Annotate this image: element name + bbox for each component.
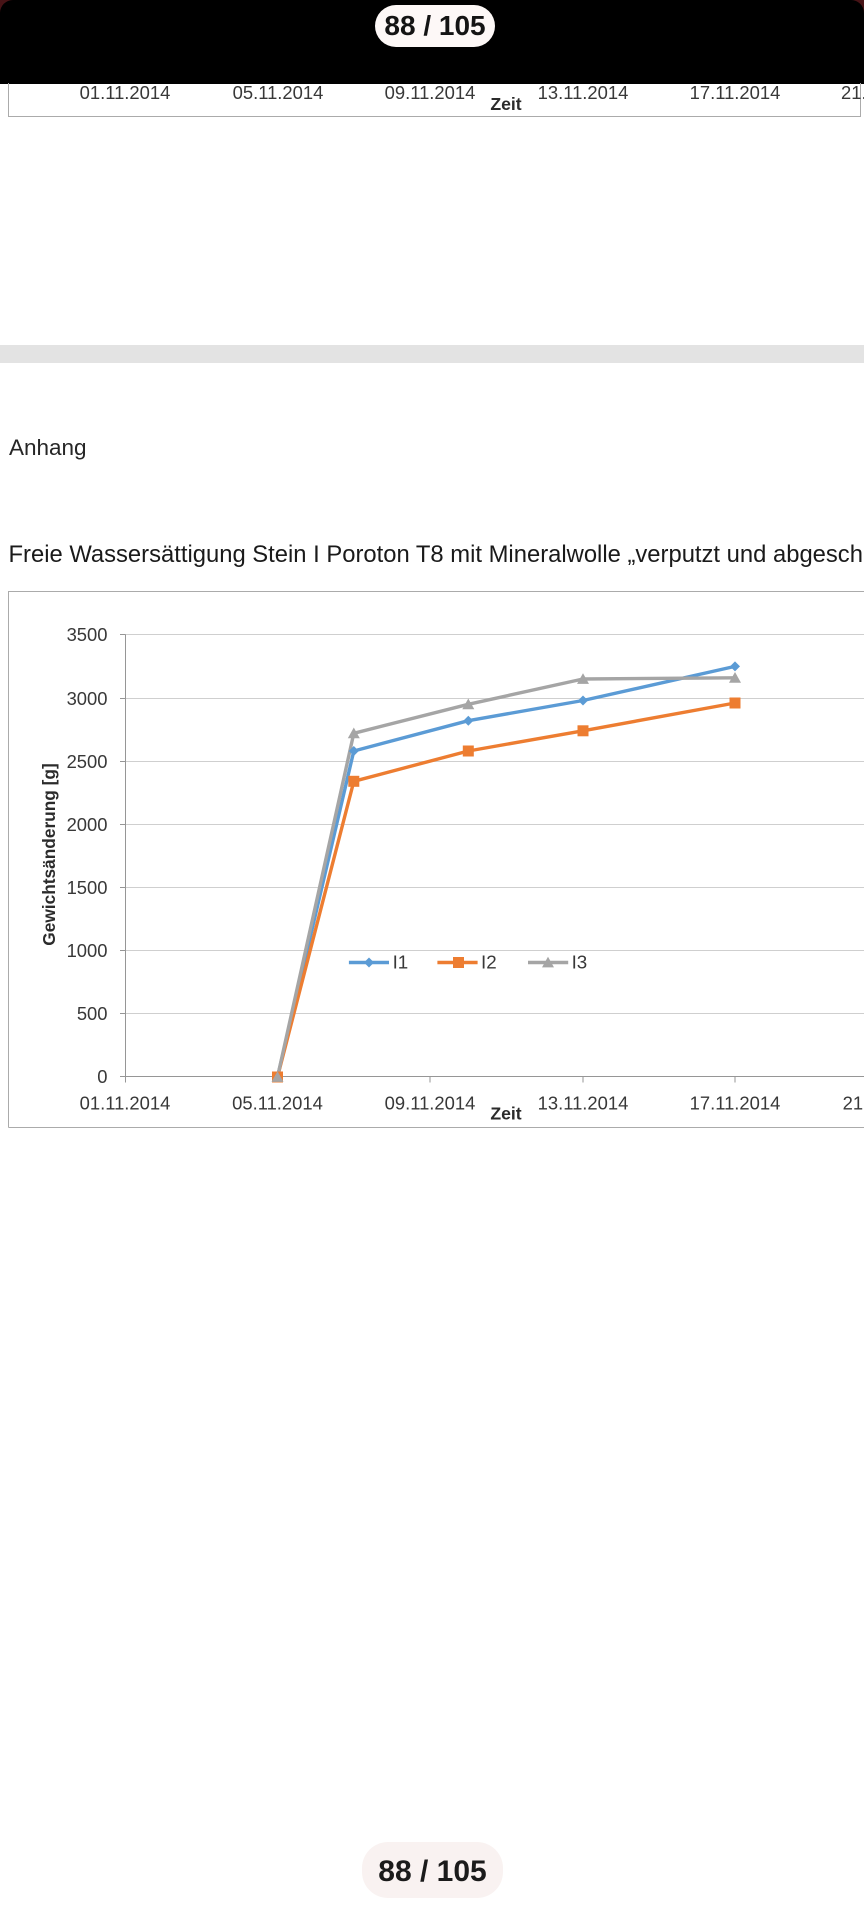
svg-text:21.11.2014: 21.11.2014 <box>843 1093 864 1114</box>
svg-text:3500: 3500 <box>67 624 108 645</box>
svg-text:1500: 1500 <box>67 877 108 898</box>
svg-text:1000: 1000 <box>67 940 108 961</box>
svg-text:3000: 3000 <box>67 688 108 709</box>
svg-text:2500: 2500 <box>67 751 108 772</box>
svg-text:09.11.2014: 09.11.2014 <box>385 1093 476 1114</box>
svg-text:500: 500 <box>77 1003 108 1024</box>
svg-text:I3: I3 <box>572 952 588 973</box>
svg-text:13.11.2014: 13.11.2014 <box>538 1093 629 1114</box>
svg-text:2000: 2000 <box>67 814 108 835</box>
svg-text:I1: I1 <box>393 952 409 973</box>
svg-text:01.11.2014: 01.11.2014 <box>80 1093 171 1114</box>
svg-text:Gewichtsänderung [g]: Gewichtsänderung [g] <box>39 763 59 945</box>
svg-text:0: 0 <box>97 1066 107 1087</box>
svg-text:05.11.2014: 05.11.2014 <box>232 1093 323 1114</box>
svg-text:Zeit: Zeit <box>490 1104 521 1124</box>
svg-text:I2: I2 <box>481 952 497 973</box>
svg-text:17.11.2014: 17.11.2014 <box>690 1093 781 1114</box>
